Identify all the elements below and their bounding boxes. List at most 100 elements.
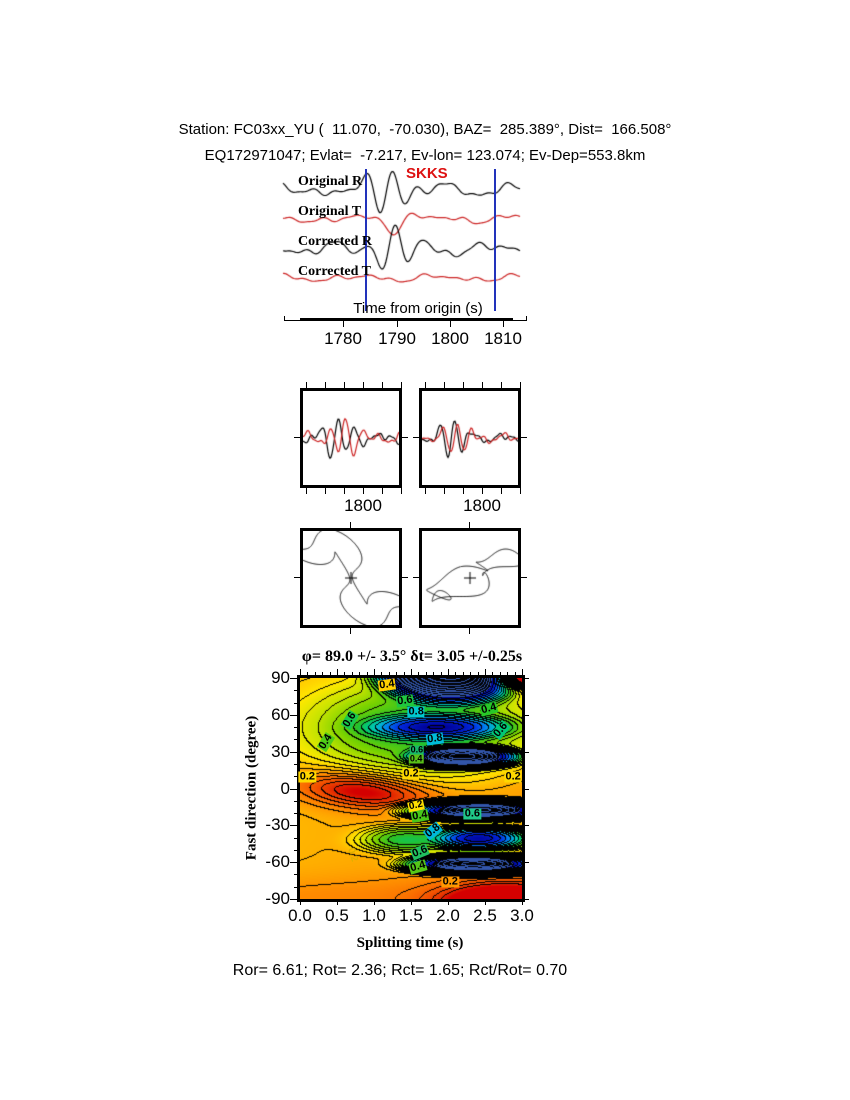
event-header: EQ172971047; Evlat= -7.217, Ev-lon= 123.… bbox=[204, 147, 646, 164]
tick-mark bbox=[411, 669, 412, 675]
tick-mark bbox=[290, 899, 297, 900]
tick-mark bbox=[522, 850, 525, 851]
tick-mark bbox=[426, 899, 427, 902]
tick-mark bbox=[522, 801, 525, 802]
contour-level-label: 0.2 bbox=[298, 770, 317, 783]
tick-mark bbox=[306, 382, 307, 388]
tick-mark bbox=[381, 672, 382, 675]
particle-motion-box-corrected bbox=[419, 528, 521, 628]
tick-mark bbox=[401, 382, 402, 388]
tick-mark bbox=[290, 862, 297, 863]
pair-corrected-canvas bbox=[422, 391, 518, 485]
tick-mark bbox=[413, 577, 419, 578]
contour-level-label: 0.2 bbox=[504, 770, 522, 783]
tick-mark bbox=[522, 899, 529, 900]
trace-label-original-r: Original R bbox=[298, 174, 363, 189]
tick-mark bbox=[294, 690, 297, 691]
tick-mark bbox=[363, 382, 364, 388]
tick-mark bbox=[463, 899, 464, 902]
tick-mark bbox=[404, 672, 405, 675]
tick-mark bbox=[522, 874, 525, 875]
tick-mark bbox=[470, 672, 471, 675]
tick-mark bbox=[294, 703, 297, 704]
tick-mark bbox=[350, 628, 351, 634]
pair-axis-tick-label: 1800 bbox=[344, 496, 382, 515]
tick-mark bbox=[344, 672, 345, 675]
tick-mark bbox=[522, 789, 529, 790]
pair-axis-tick-label: 1800 bbox=[463, 496, 501, 515]
contour-y-tick-label: -60 bbox=[265, 852, 290, 872]
tick-mark bbox=[522, 764, 525, 765]
tick-mark bbox=[515, 899, 516, 902]
window-end-line bbox=[494, 169, 496, 311]
tick-mark bbox=[500, 672, 501, 675]
tick-mark bbox=[455, 899, 456, 902]
tick-mark bbox=[294, 437, 300, 438]
particle-motion-box-original bbox=[300, 528, 402, 628]
contour-x-tick-label: 2.5 bbox=[473, 906, 497, 925]
time-tick-label: 1780 bbox=[324, 329, 362, 348]
tick-mark bbox=[350, 522, 351, 528]
tick-mark bbox=[397, 321, 398, 327]
tick-mark bbox=[337, 669, 338, 675]
tick-mark bbox=[522, 690, 525, 691]
tick-mark bbox=[521, 577, 527, 578]
tick-mark bbox=[402, 437, 408, 438]
tick-mark bbox=[325, 382, 326, 388]
tick-mark bbox=[404, 899, 405, 902]
tick-mark bbox=[418, 672, 419, 675]
tick-mark bbox=[425, 488, 426, 494]
tick-mark bbox=[492, 899, 493, 902]
tick-mark bbox=[522, 862, 529, 863]
tick-mark bbox=[448, 899, 449, 905]
contour-level-label: 0.2 bbox=[402, 767, 420, 780]
tick-mark bbox=[337, 899, 338, 905]
tick-mark bbox=[294, 776, 297, 777]
tick-mark bbox=[485, 669, 486, 675]
tick-mark bbox=[300, 669, 301, 675]
tick-mark bbox=[444, 488, 445, 494]
particle-motion-original-canvas bbox=[303, 531, 399, 625]
time-tick-label: 1800 bbox=[431, 329, 469, 348]
tick-mark bbox=[522, 825, 529, 826]
tick-mark bbox=[306, 488, 307, 494]
tick-mark bbox=[367, 672, 368, 675]
tick-mark bbox=[352, 672, 353, 675]
tick-mark bbox=[444, 382, 445, 388]
tick-mark bbox=[469, 522, 470, 528]
tick-mark bbox=[478, 672, 479, 675]
trace-label-corrected-r: Corrected R bbox=[298, 234, 372, 249]
tick-mark bbox=[396, 899, 397, 902]
tick-mark bbox=[522, 887, 525, 888]
tick-mark bbox=[396, 672, 397, 675]
pair-original-canvas bbox=[303, 391, 399, 485]
tick-mark bbox=[294, 850, 297, 851]
station-header: Station: FC03xx_YU ( 11.070, -70.030), B… bbox=[178, 121, 672, 138]
tick-mark bbox=[522, 899, 523, 905]
tick-mark bbox=[469, 628, 470, 634]
tick-mark bbox=[520, 382, 521, 388]
tick-mark bbox=[290, 715, 297, 716]
tick-mark bbox=[425, 382, 426, 388]
tick-mark bbox=[463, 488, 464, 494]
tick-mark bbox=[507, 672, 508, 675]
tick-mark bbox=[344, 899, 345, 902]
contour-level-label: 0.2 bbox=[441, 875, 459, 888]
tick-mark bbox=[359, 672, 360, 675]
tick-mark bbox=[294, 887, 297, 888]
tick-mark bbox=[522, 752, 529, 753]
contour-x-tick-label: 0.5 bbox=[325, 906, 349, 925]
trace-label-original-t: Original T bbox=[298, 204, 362, 219]
tick-mark bbox=[515, 672, 516, 675]
tick-mark bbox=[315, 899, 316, 902]
contour-level-label: 0.4 bbox=[408, 753, 424, 764]
tick-mark bbox=[382, 488, 383, 494]
tick-mark bbox=[485, 899, 486, 905]
tick-mark bbox=[294, 739, 297, 740]
tick-mark bbox=[315, 672, 316, 675]
tick-mark bbox=[290, 752, 297, 753]
tick-mark bbox=[290, 789, 297, 790]
tick-mark bbox=[418, 899, 419, 902]
tick-mark bbox=[382, 382, 383, 388]
tick-mark bbox=[448, 669, 449, 675]
